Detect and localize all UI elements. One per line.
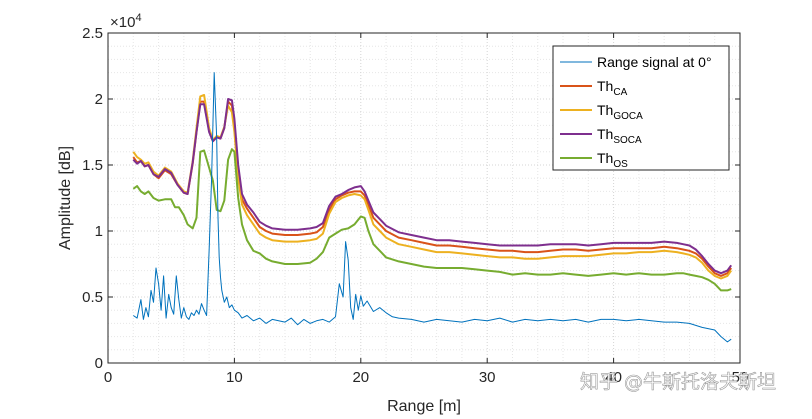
- y-tick-label: 1.5: [82, 157, 103, 174]
- y-multiplier: ×104: [110, 12, 142, 31]
- y-tick-label: 0: [95, 355, 103, 372]
- legend-box: [552, 45, 730, 171]
- series-lines: [132, 72, 733, 343]
- series-line-thsoca: [132, 98, 733, 275]
- x-axis-label: Range [m]: [387, 398, 461, 415]
- axis-ticks: 0 10 20 30 40 50 0 0.5 1 1.5 2 2.5: [82, 25, 748, 386]
- y-tick-label: 2.5: [82, 25, 103, 42]
- watermark: 知乎 @牛斯托洛夫斯坦: [580, 371, 776, 393]
- series-line-thos: [132, 148, 732, 292]
- plot-area-frame: [107, 32, 741, 364]
- legend-label: ThOS: [597, 150, 628, 170]
- legend-label: ThCA: [597, 78, 628, 98]
- y-multiplier-base: ×10: [110, 14, 135, 31]
- series-line-range-signal-at-0-: [133, 72, 732, 343]
- y-axis-label: Amplitude [dB]: [57, 146, 74, 250]
- y-tick-label: 2: [95, 91, 103, 108]
- x-tick-label: 0: [104, 369, 112, 386]
- y-tick-label: 0.5: [82, 289, 103, 306]
- x-tick-label: 50: [732, 369, 749, 386]
- y-tick-label: 1: [95, 223, 103, 240]
- x-tick-label: 40: [605, 369, 622, 386]
- legend-label: ThSOCA: [597, 126, 642, 146]
- legend-label: Range signal at 0°: [597, 54, 712, 70]
- x-tick-label: 30: [479, 369, 496, 386]
- legend: Range signal at 0° ThCA ThGOCA ThSOCA ThOS: [552, 45, 730, 171]
- x-tick-label: 10: [226, 369, 243, 386]
- y-multiplier-exponent: 4: [135, 12, 141, 24]
- x-tick-label: 20: [352, 369, 369, 386]
- legend-label: ThGOCA: [597, 102, 643, 122]
- legend-items: Range signal at 0° ThCA ThGOCA ThSOCA ThOS: [560, 54, 712, 170]
